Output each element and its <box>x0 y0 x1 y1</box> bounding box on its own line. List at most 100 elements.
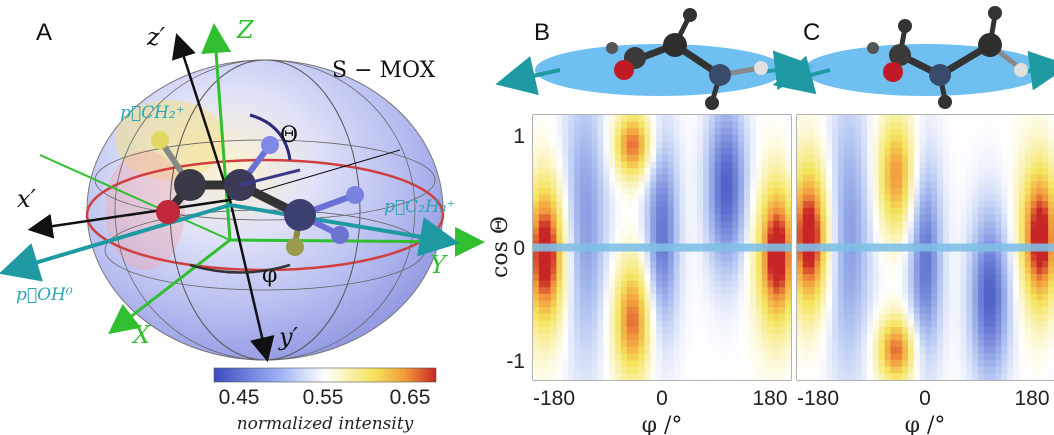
heatmap-cell <box>697 340 704 348</box>
heatmap-cell <box>913 187 921 196</box>
heatmap-cell <box>708 115 716 123</box>
heatmap-cell <box>1048 313 1054 321</box>
heatmap-cell <box>978 194 985 202</box>
heatmap-cell <box>937 333 944 341</box>
heatmap-cell <box>937 300 944 308</box>
heatmap-cell <box>902 187 909 196</box>
heatmap-cell <box>691 293 698 302</box>
heatmap-cell <box>749 313 757 321</box>
heatmap-cell <box>797 181 804 189</box>
heatmap-cell <box>983 181 991 189</box>
axis-label-x-prime: x′ <box>17 185 37 213</box>
heatmap-cell <box>568 207 575 215</box>
heatmap-cell <box>761 307 769 315</box>
heatmap-cell <box>568 115 575 123</box>
heatmap-cell <box>638 287 646 295</box>
colorbar-label: normalized intensity <box>237 414 414 434</box>
heatmap-cell <box>615 227 622 235</box>
heatmap-cell <box>708 274 716 282</box>
heatmap-cell <box>562 353 569 361</box>
heatmap-cell <box>562 320 569 328</box>
heatmap-cell <box>662 227 669 235</box>
heatmap-cell <box>673 353 681 361</box>
heatmap-cell <box>960 366 967 374</box>
heatmap-cell <box>943 307 950 315</box>
heatmap-cell <box>585 260 593 268</box>
heatmap-cell <box>738 346 745 355</box>
heatmap-cell <box>861 333 868 341</box>
heatmap-cell <box>890 373 897 380</box>
heatmap-cell <box>749 181 757 189</box>
heatmap-cell <box>773 187 780 196</box>
heatmap-cell <box>972 115 979 123</box>
heatmap-cell <box>861 187 868 196</box>
heatmap-cell <box>720 373 728 380</box>
heatmap-cell <box>538 181 546 189</box>
heatmap-cell <box>761 360 769 368</box>
heatmap-cell <box>1030 234 1038 242</box>
heatmap-cell <box>591 254 599 262</box>
heatmap-cell <box>714 287 722 295</box>
heatmap-cell <box>1024 187 1032 196</box>
heatmap-cell <box>544 300 552 308</box>
heatmap-cell <box>919 201 927 209</box>
heatmap-cell <box>550 148 558 156</box>
heatmap-cell <box>878 134 886 143</box>
heatmap-cell <box>785 307 791 315</box>
heatmap-cell <box>913 254 921 262</box>
heatmap-cell <box>902 360 909 368</box>
heatmap-cell <box>644 154 651 162</box>
heatmap-cell <box>562 194 569 202</box>
heatmap-cell <box>562 340 569 348</box>
heatmap-cell <box>544 194 552 202</box>
heatmap-cell <box>673 115 681 123</box>
heatmap-cell <box>650 181 657 189</box>
heatmap-cell <box>714 366 722 374</box>
heatmap-cell <box>867 313 874 321</box>
heatmap-cell <box>907 346 915 355</box>
heatmap-cell <box>1036 260 1043 268</box>
heatmap-cell <box>960 168 967 176</box>
heatmap-cell <box>1007 373 1014 380</box>
heatmap-cell <box>544 346 552 355</box>
heatmap-cell <box>832 300 839 308</box>
heatmap-cell <box>538 148 546 156</box>
heatmap-cell <box>884 128 892 136</box>
heatmap-cell <box>533 194 540 202</box>
heatmap-cell <box>1007 254 1014 262</box>
heatmap-cell <box>755 366 763 374</box>
heatmap-cell <box>966 287 973 295</box>
heatmap-cell <box>755 307 763 315</box>
heatmap-cell <box>855 194 862 202</box>
heatmap-cell <box>691 313 698 321</box>
heatmap-cell <box>878 234 886 242</box>
heatmap-cell <box>785 366 791 374</box>
heatmap-cell <box>697 121 704 129</box>
heatmap-cell <box>966 293 973 302</box>
heatmap-cell <box>685 161 692 169</box>
heatmap-cell <box>837 293 845 302</box>
heatmap-cell <box>620 214 628 222</box>
heatmap-cell <box>556 267 563 275</box>
heatmap-cell <box>544 340 552 348</box>
heatmap-cell <box>902 373 909 380</box>
heatmap-cell <box>919 307 927 315</box>
heatmap-cell <box>585 154 593 162</box>
heatmap-cell <box>966 353 973 361</box>
heatmap-cell <box>726 300 733 308</box>
heatmap-cell <box>954 194 962 202</box>
heatmap-cell <box>1036 346 1043 355</box>
heatmap-cell <box>568 154 575 162</box>
heatmap-cell <box>761 121 769 129</box>
heatmap-cell <box>948 346 956 355</box>
heatmap-cell <box>697 353 704 361</box>
heatmap-cell <box>960 300 967 308</box>
heatmap-cell <box>673 161 681 169</box>
heatmap-cell <box>579 174 587 182</box>
heatmap-cell <box>732 307 739 315</box>
heatmap-cell <box>603 154 610 162</box>
heatmap-cell <box>568 360 575 368</box>
heatmap-cell <box>679 234 687 242</box>
heatmap-cell <box>913 260 921 268</box>
heatmap-cell <box>902 340 909 348</box>
